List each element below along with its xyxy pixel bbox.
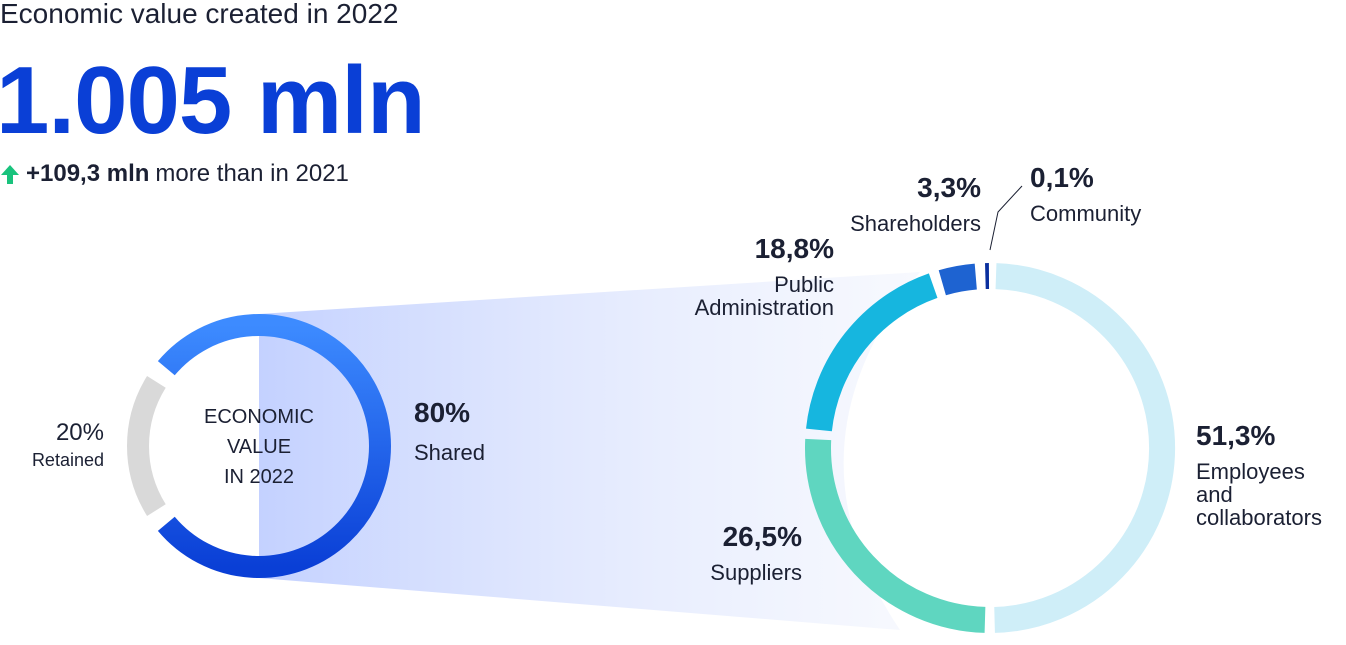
- page-title: Economic value created in 2022: [0, 0, 399, 29]
- public-administration-label: Administration: [695, 295, 834, 320]
- up-arrow-icon: [1, 165, 19, 184]
- total-value: 1.005 mln: [0, 47, 426, 154]
- shared-label: Shared: [414, 440, 485, 465]
- community-leader-line: [989, 185, 1023, 251]
- suppliers-label: Suppliers: [710, 560, 802, 585]
- delta-amount: +109,3 mln: [26, 160, 150, 187]
- shareholders-label: Shareholders: [850, 211, 981, 236]
- employees-label: collaborators: [1196, 505, 1322, 530]
- community-label: Community: [1030, 201, 1141, 226]
- employees-label: Employees: [1196, 459, 1305, 484]
- right-donut: [805, 263, 1176, 633]
- slice-suppliers: [805, 438, 986, 633]
- community-pct: 0,1%: [1030, 162, 1094, 193]
- delta-text: more than in 2021: [155, 160, 349, 187]
- slice-employees: [994, 263, 1176, 633]
- center-label-line: ECONOMIC: [204, 406, 314, 428]
- center-label-line: IN 2022: [224, 466, 294, 488]
- shareholders-pct: 3,3%: [917, 172, 981, 203]
- retained-pct: 20%: [56, 419, 104, 446]
- employees-pct: 51,3%: [1196, 420, 1275, 451]
- retained-label: Retained: [32, 450, 104, 470]
- center-label-line: VALUE: [227, 436, 291, 458]
- employees-label: and: [1196, 482, 1233, 507]
- connector-fan: [259, 272, 920, 630]
- slice-shared: [157, 314, 391, 578]
- public-administration-pct: 18,8%: [755, 233, 834, 264]
- public-administration-label: Public: [774, 272, 834, 297]
- chart-labels: ECONOMIC VALUE IN 2022 80% Shared 20% Retained…: [32, 162, 1322, 585]
- slice-retained: [127, 376, 166, 516]
- delta-row: +109,3 mln more than in 2021: [0, 160, 349, 188]
- suppliers-pct: 26,5%: [723, 521, 802, 552]
- slice-public-administration: [806, 273, 938, 432]
- left-donut: [127, 314, 391, 578]
- shared-pct: 80%: [414, 397, 470, 428]
- slice-shareholders: [938, 263, 978, 296]
